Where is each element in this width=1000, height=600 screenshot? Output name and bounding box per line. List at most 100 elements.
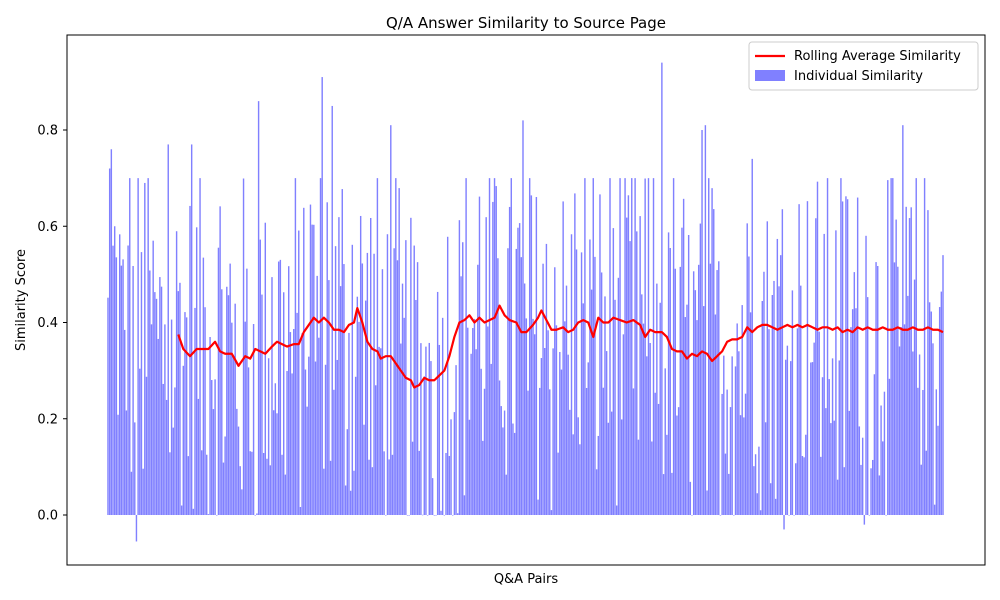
similarity-bar — [286, 371, 288, 515]
similarity-bar — [908, 218, 911, 515]
similarity-bar — [254, 515, 256, 516]
similarity-bar — [764, 422, 767, 515]
similarity-bar — [144, 182, 146, 515]
similarity-bar — [257, 101, 260, 515]
similarity-bar — [510, 178, 512, 515]
similarity-bar — [676, 415, 678, 515]
axes-frame — [66, 34, 986, 566]
similarity-bar — [512, 423, 514, 515]
similarity-bar — [592, 178, 594, 515]
similarity-bar — [898, 346, 901, 515]
similarity-bar — [639, 216, 641, 515]
similarity-bar — [932, 343, 934, 515]
similarity-bar — [415, 299, 417, 515]
similarity-bar — [152, 240, 154, 516]
similarity-bar — [217, 247, 220, 515]
similarity-bar — [865, 235, 867, 515]
similarity-bar — [503, 410, 506, 515]
bar-series — [107, 62, 944, 542]
similarity-bar — [443, 515, 446, 516]
similarity-bar — [691, 515, 693, 516]
similarity-bar — [361, 263, 364, 515]
similarity-bar — [776, 238, 779, 515]
similarity-bar — [868, 515, 871, 516]
similarity-bar — [856, 197, 859, 515]
similarity-bar — [507, 248, 509, 515]
similarity-bar — [363, 424, 365, 515]
similarity-bar — [738, 351, 740, 515]
similarity-bar — [199, 178, 201, 515]
similarity-bar — [530, 195, 533, 516]
similarity-bar — [478, 196, 481, 515]
similarity-bar — [134, 422, 136, 515]
similarity-bar — [266, 458, 268, 515]
similarity-bar — [299, 506, 302, 515]
similarity-bar — [699, 223, 702, 516]
similarity-bar — [385, 515, 387, 516]
similarity-bar — [371, 467, 374, 515]
similarity-bar — [364, 300, 367, 515]
similarity-bar — [781, 209, 784, 515]
similarity-bar — [731, 356, 733, 515]
similarity-bar — [527, 390, 529, 515]
similarity-bar — [751, 158, 753, 515]
similarity-bar — [825, 408, 827, 515]
similarity-bar — [542, 263, 544, 515]
similarity-bar — [276, 413, 278, 515]
similarity-bar — [117, 414, 119, 515]
similarity-bar — [651, 441, 653, 515]
similarity-bar — [662, 474, 665, 515]
similarity-bar — [386, 234, 389, 516]
similarity-bar — [684, 317, 687, 515]
similarity-bar — [303, 207, 305, 515]
similarity-bar — [252, 324, 255, 515]
similarity-bar — [451, 515, 454, 516]
similarity-bar — [435, 515, 437, 516]
similarity-bar — [795, 463, 797, 515]
similarity-bar — [694, 290, 697, 515]
similarity-bar — [157, 338, 159, 515]
similarity-bar — [686, 304, 688, 515]
y-tick-label: 0.0 — [37, 509, 58, 524]
similarity-bar — [692, 271, 695, 515]
similarity-bar — [122, 259, 124, 515]
similarity-bar — [682, 198, 685, 516]
similarity-bar — [830, 423, 832, 515]
similarity-bar — [605, 351, 608, 515]
similarity-bar — [912, 351, 914, 515]
similarity-bar — [204, 307, 206, 515]
similarity-bar — [206, 454, 208, 515]
similarity-bar — [872, 459, 874, 515]
similarity-bar — [671, 472, 673, 515]
similarity-bar — [455, 365, 457, 515]
similarity-bar — [517, 227, 519, 515]
y-axis-label: Similarity Score — [14, 249, 29, 351]
similarity-bar — [882, 441, 884, 515]
similarity-bar — [851, 309, 854, 515]
similarity-bar — [723, 355, 725, 515]
similarity-bar — [790, 361, 792, 515]
similarity-bar — [736, 323, 738, 515]
similarity-bar — [858, 426, 861, 515]
similarity-bar — [231, 322, 233, 515]
similarity-bar — [430, 361, 432, 515]
similarity-bar — [393, 248, 395, 516]
similarity-bar — [718, 261, 720, 515]
similarity-bar — [779, 255, 782, 516]
similarity-bar — [246, 268, 248, 515]
similarity-bar — [749, 312, 752, 515]
similarity-bar — [465, 178, 467, 515]
similarity-bar — [923, 178, 926, 515]
similarity-bar — [579, 444, 581, 515]
similarity-bar — [754, 454, 757, 515]
similarity-bar — [646, 356, 648, 515]
similarity-bar — [458, 220, 461, 515]
y-tick-label: 0.8 — [37, 124, 58, 139]
similarity-bar — [866, 297, 869, 515]
similarity-bar — [629, 241, 631, 515]
similarity-bar — [396, 260, 399, 515]
similarity-bar — [575, 249, 578, 516]
similarity-bar — [681, 227, 683, 515]
similarity-bar — [632, 388, 635, 515]
similarity-bar — [567, 354, 569, 515]
